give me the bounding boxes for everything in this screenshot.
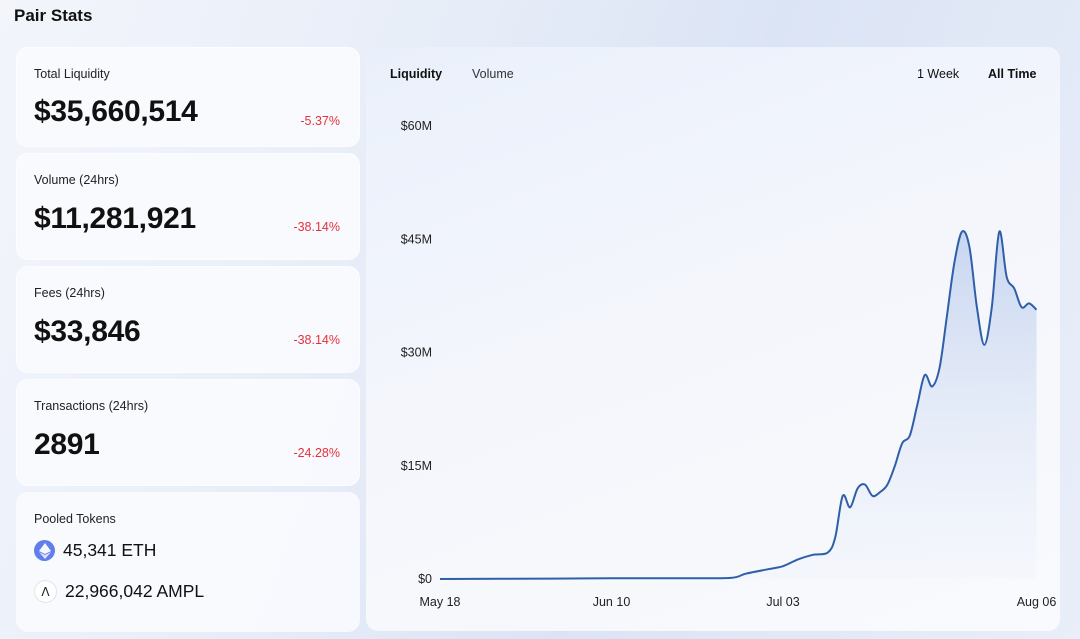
stat-label: Fees (24hrs) — [34, 286, 105, 300]
stat-label: Volume (24hrs) — [34, 173, 119, 187]
transactions-card: Transactions (24hrs) 2891 -24.28% — [16, 379, 360, 486]
stats-column: Total Liquidity $35,660,514 -5.37% Volum… — [16, 47, 360, 632]
token-amount: 45,341 ETH — [63, 540, 157, 560]
y-tick-label: $45M — [401, 232, 432, 246]
x-tick-label: Jun 10 — [593, 595, 631, 609]
x-tick-label: Aug 06 — [1017, 595, 1057, 609]
stat-value: $33,846 — [34, 315, 141, 348]
volume-card: Volume (24hrs) $11,281,921 -38.14% — [16, 153, 360, 260]
liquidity-area — [440, 231, 1037, 580]
stat-value: 2891 — [34, 428, 100, 461]
pooled-tokens-label: Pooled Tokens — [34, 512, 116, 526]
token-row-ampl: Λ 22,966,042 AMPL — [34, 580, 204, 603]
stat-value: $11,281,921 — [34, 202, 196, 235]
stat-change: -38.14% — [293, 220, 340, 234]
token-amount: 22,966,042 AMPL — [65, 581, 205, 601]
liquidity-line — [439, 230, 1038, 580]
y-tick-label: $30M — [401, 346, 432, 360]
total-liquidity-card: Total Liquidity $35,660,514 -5.37% — [16, 47, 360, 147]
range-all-time[interactable]: All Time — [988, 67, 1037, 81]
stat-change: -5.37% — [300, 114, 340, 128]
y-tick-label: $0 — [418, 572, 432, 586]
tab-volume[interactable]: Volume — [472, 67, 514, 81]
y-tick-label: $60M — [401, 119, 432, 133]
x-tick-label: Jul 03 — [766, 595, 799, 609]
x-tick-label: May 18 — [420, 595, 461, 609]
stat-label: Transactions (24hrs) — [34, 399, 149, 413]
range-1-week[interactable]: 1 Week — [917, 67, 960, 81]
stat-value: $35,660,514 — [34, 95, 198, 128]
page-title: Pair Stats — [14, 6, 93, 25]
y-tick-label: $15M — [401, 459, 432, 473]
pooled-tokens-card: Pooled Tokens 45,341 ETH Λ 22,966,042 AM… — [16, 492, 360, 632]
tab-liquidity[interactable]: Liquidity — [390, 67, 443, 81]
stat-change: -38.14% — [293, 333, 340, 347]
liquidity-chart: $60M $45M $30M $15M $0 May 18 Jun 10 Jul 03 Aug… — [401, 119, 1057, 609]
chart-card: Liquidity Volume 1 Week All Time $60M $45… — [366, 47, 1060, 631]
stat-label: Total Liquidity — [34, 67, 110, 81]
stat-change: -24.28% — [293, 446, 340, 460]
ethereum-icon — [34, 540, 55, 561]
token-row-eth: 45,341 ETH — [34, 540, 156, 561]
ampleforth-icon: Λ — [34, 580, 57, 603]
fees-card: Fees (24hrs) $33,846 -38.14% — [16, 266, 360, 373]
